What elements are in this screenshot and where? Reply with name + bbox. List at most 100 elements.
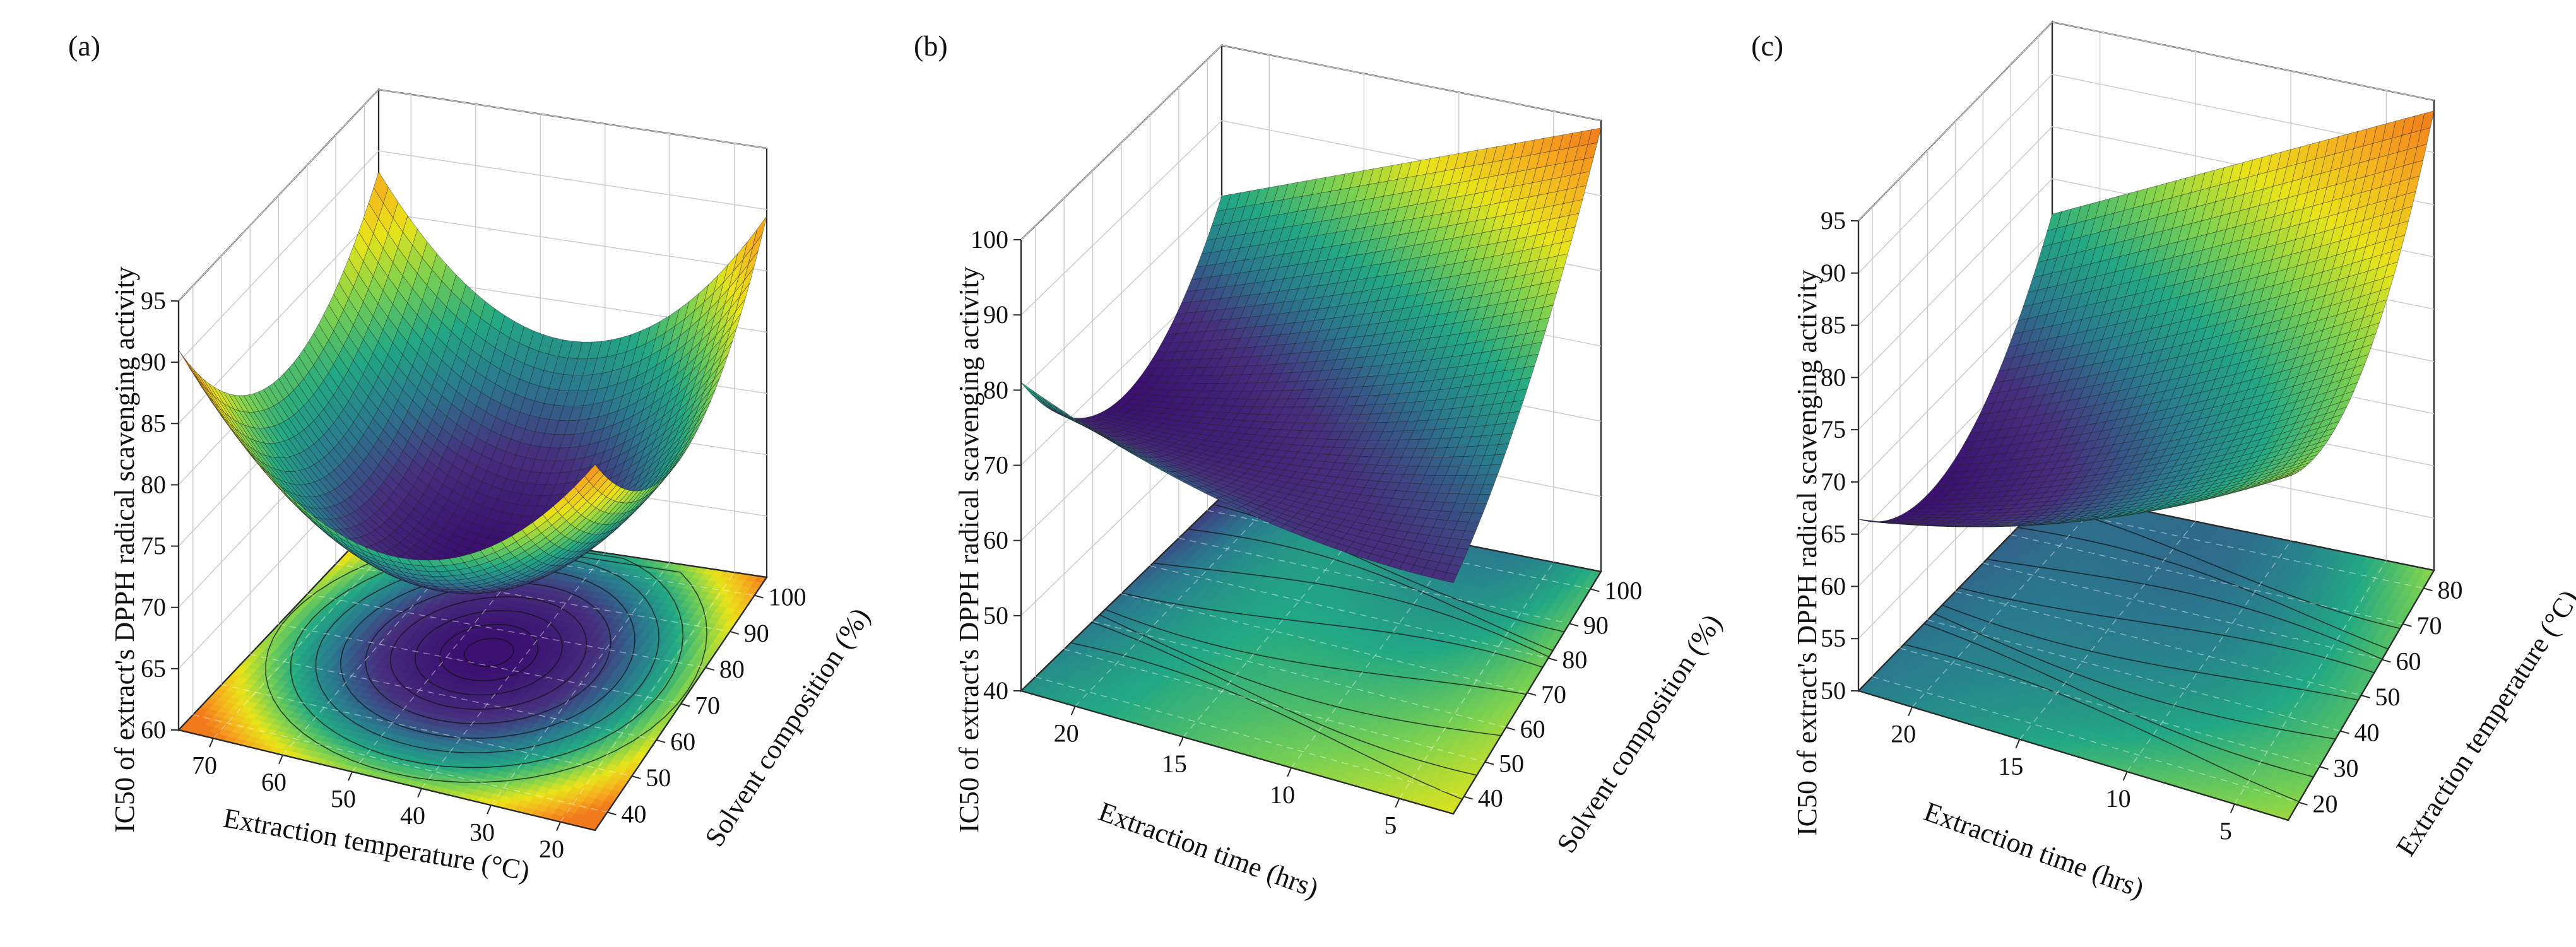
floor-gridline: [1121, 593, 1528, 693]
panel-a-y-tick-label: 80: [719, 655, 745, 683]
floor-gridline: [335, 563, 730, 632]
contour-line: [1105, 609, 1527, 695]
panel-c-y-tick-label: 70: [2417, 611, 2442, 640]
contour-line: [464, 638, 514, 668]
floor-gridline: [1291, 543, 1460, 768]
panel-b-x-tick-label: 15: [1162, 750, 1187, 778]
panel-c-y-tick: [2361, 695, 2370, 698]
panel-a-x-tick-label: 20: [539, 835, 564, 863]
panel-c-z-gridline: [1858, 74, 2435, 274]
floor-gridline: [1911, 502, 2101, 708]
panel-b-y-tick-label: 60: [1520, 715, 1545, 743]
contour-line: [265, 536, 708, 783]
panel-a-y-tick-label: 50: [646, 763, 671, 792]
floor-gridline: [1983, 562, 2382, 661]
panel-c-y-tick: [2423, 587, 2433, 592]
floor-gridline: [2011, 534, 2403, 625]
panel-a-x-tick-label: 40: [400, 801, 425, 830]
panel-c-x-tick-label: 20: [1891, 720, 1916, 748]
panel-b-y-tick: [1484, 761, 1494, 765]
panel-b-x-tick: [1287, 767, 1292, 777]
panel-b: 40 50 60 70 80 90 100 20 15 10 5 40 50 60 70 80 90 100 (b…: [914, 30, 1728, 904]
panel-b-y-tick: [1527, 692, 1537, 696]
panel-b-y-tick-label: 70: [1541, 680, 1566, 709]
floor-gridline: [1092, 621, 1506, 728]
panel-b-y-tick: [1590, 588, 1600, 592]
panel-c-z-tick-label: 75: [1821, 415, 1846, 444]
floor-gridline: [2127, 541, 2291, 772]
panel-c-z-tick-label: 60: [1821, 572, 1846, 600]
panel-b-z-tick-label: 90: [983, 300, 1008, 329]
panel-a-x-tick: [348, 771, 353, 781]
floor-gridline: [560, 572, 735, 823]
floor-gridline: [2038, 505, 2424, 589]
panel-c-x-tick: [2230, 803, 2235, 813]
panel-c-x-tick-label: 15: [1998, 752, 2023, 780]
contour-line: [2041, 503, 2401, 629]
panel-a-y-tick-label: 90: [744, 619, 769, 647]
panel-b-y-tick: [1506, 726, 1515, 731]
panel-a-z-tick-label: 60: [141, 715, 166, 744]
panel-c-x-tick-label: 10: [2106, 784, 2131, 813]
panel-b-x-tick: [1178, 736, 1184, 746]
floor-gridline: [1063, 649, 1486, 763]
panel-a-x-axis-line: [178, 729, 596, 832]
panel-b-contour-floor: [1019, 495, 1602, 815]
panel-b-y-tick-label: 90: [1583, 611, 1609, 639]
panel-a-y-tick: [680, 703, 690, 707]
panel-a-z-tick-label: 90: [141, 348, 166, 376]
panel-a-y-tick: [705, 667, 715, 671]
panel-a-x-tick: [278, 755, 283, 765]
panel-b-x-axis-title: Extraction time (hrs): [1095, 796, 1323, 903]
panel-b-y-tick: [1569, 623, 1579, 627]
panel-c-z-tick-label: 85: [1821, 311, 1846, 339]
panel-c-x-tick: [2122, 771, 2128, 781]
panel-c-z-tick-label: 55: [1821, 624, 1846, 652]
panel-a-x-tick-label: 50: [331, 784, 356, 813]
panel-a-y-axis-title: Solvent composition (%): [699, 603, 876, 852]
panel-a-y-tick-label: 40: [621, 799, 646, 828]
panel-a: 6065707580859095706050403020405060708090…: [68, 30, 876, 886]
panel-b-z-tick-label: 60: [983, 526, 1008, 555]
panel-a-x-tick: [556, 821, 561, 832]
contour-line: [2018, 527, 2389, 650]
panel-c-x-axis-line: [1858, 690, 2289, 821]
panel-b-y-tick-label: 80: [1562, 645, 1587, 674]
panel-c-z-gridline: [1858, 21, 2435, 221]
contour-line: [1942, 604, 2359, 701]
contour-line: [1091, 621, 1477, 776]
panel-b-z-tick-label: 80: [983, 375, 1008, 404]
panel-a-surface-mesh: [178, 171, 767, 594]
floor-gridline: [1035, 676, 1464, 797]
floor-gridline: [1900, 647, 2320, 767]
panel-c-y-tick: [2298, 801, 2308, 806]
panel-b-z-tick-label: 100: [971, 225, 1008, 254]
panel-a-x-tick: [417, 788, 422, 798]
floor-gridline: [1872, 676, 2299, 803]
panel-b-label: (b): [914, 30, 948, 62]
contour-line: [340, 568, 635, 739]
panel-b-z-tick-label: 70: [983, 451, 1008, 479]
contour-line: [415, 609, 563, 696]
panel-a-z-tick-label: 65: [141, 654, 166, 683]
panel-a-z-tick-label: 70: [141, 593, 166, 621]
panel-c-y-tick: [2402, 623, 2412, 627]
panel-c-y-tick: [2340, 730, 2349, 734]
panel-a-x-tick-label: 60: [261, 768, 287, 796]
panel-a-z-tick-label: 85: [141, 409, 166, 437]
contour-line: [1959, 587, 2375, 674]
panel-a-y-tick: [754, 594, 764, 599]
panel-a-z-axis-title: IC50 of extract's DPPH radical scavengin…: [109, 267, 140, 833]
panel-c-label: (c): [1751, 30, 1783, 62]
panel-c-contour-floor: [1857, 491, 2435, 821]
contour-line: [1121, 592, 1543, 668]
panel-c-z-tick-label: 95: [1821, 206, 1846, 235]
panel-a-y-tick: [730, 630, 739, 635]
panel-c-y-tick-label: 30: [2334, 754, 2359, 782]
panel-c-y-tick-label: 20: [2313, 790, 2338, 818]
panel-b-x-tick-label: 5: [1384, 811, 1397, 840]
panel-a-z-gridline: [178, 150, 767, 363]
panel-a-z-tick-label: 80: [141, 470, 166, 498]
floor-gridline: [2234, 560, 2387, 804]
